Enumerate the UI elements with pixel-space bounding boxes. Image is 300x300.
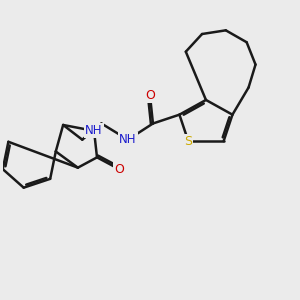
Text: NH: NH <box>85 124 103 137</box>
Text: S: S <box>184 135 192 148</box>
Text: O: O <box>145 89 155 102</box>
Text: O: O <box>114 163 124 176</box>
Text: NH: NH <box>119 133 137 146</box>
